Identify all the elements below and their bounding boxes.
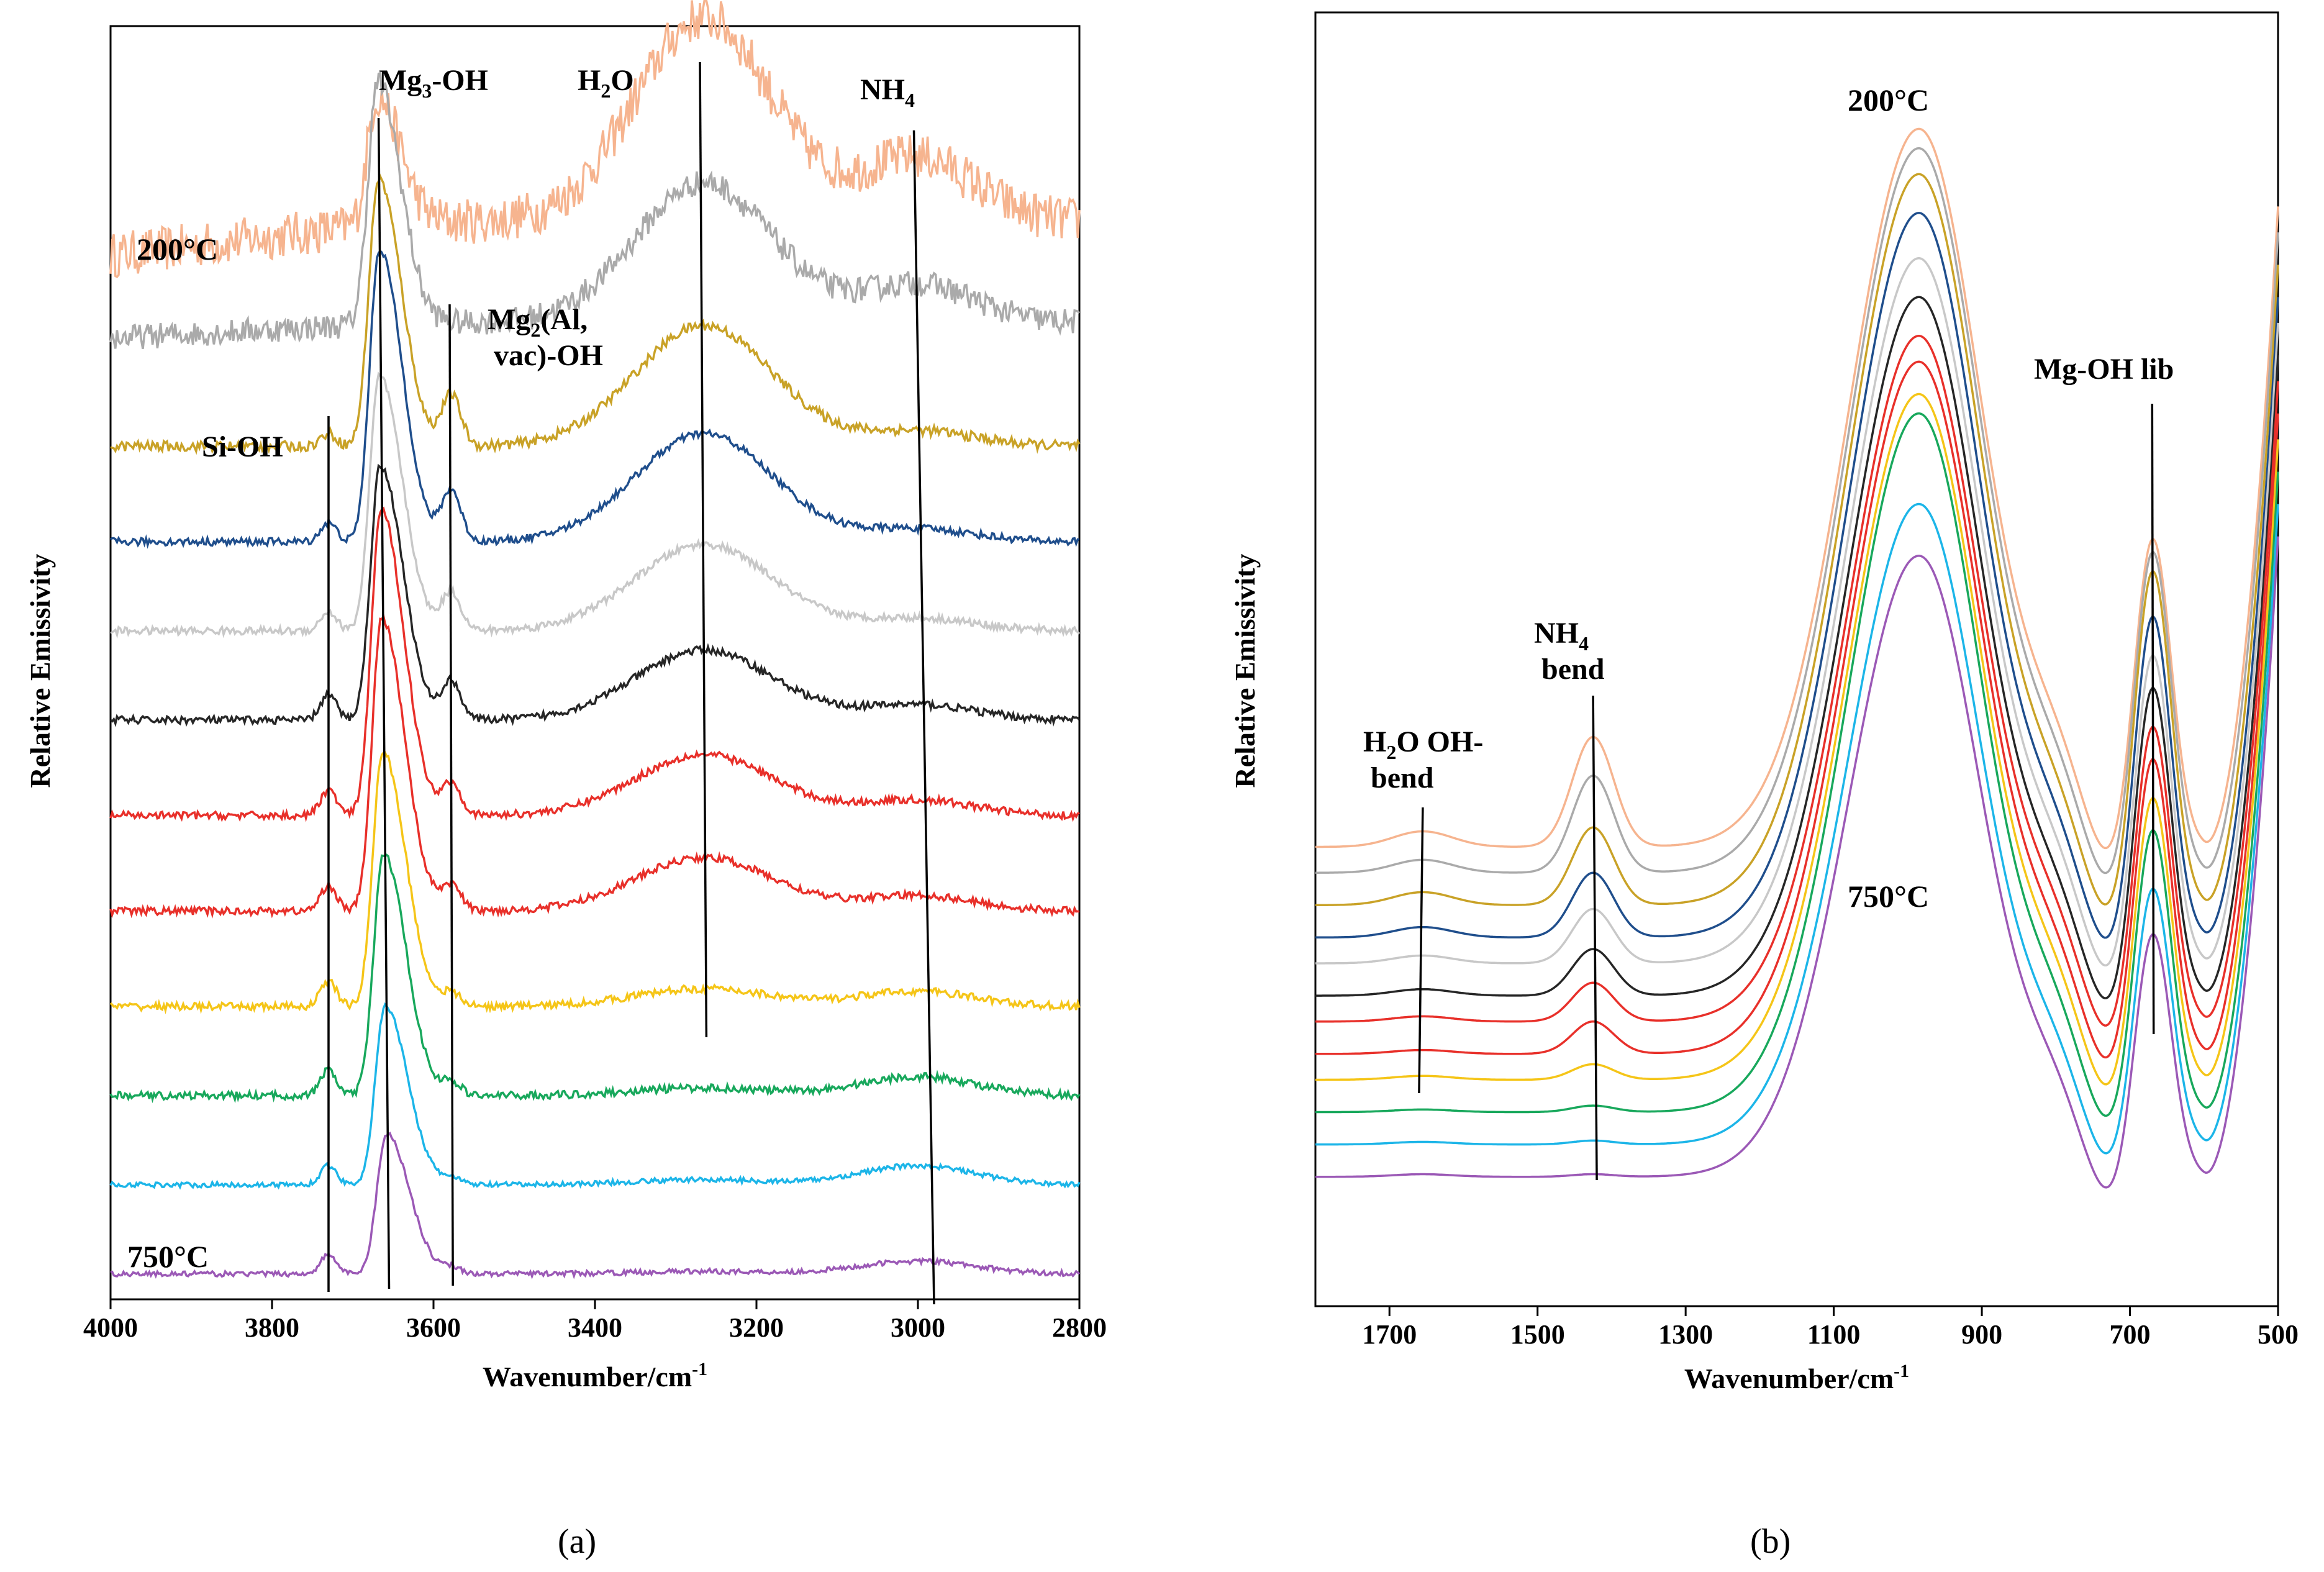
panel-b-x-ticks: 1700 1500 1300 1100 900 700 500 [1362,1306,2299,1350]
panel-b-label-200c: 200°C [1848,83,1929,117]
panel-b-series-line [1315,257,2279,967]
panel-b-series-line [1315,360,2279,1059]
panel-a-series-line [109,1002,1081,1190]
panel-a-plot-frame [109,25,1081,1301]
panel-a-annotation-label: Mg2(Al, [488,303,588,341]
panel-b-series-line [1315,173,2279,906]
panel-a-series-line [109,853,1081,1104]
panel-b-caption: (b) [1750,1522,1791,1561]
panel-a-annotation-label-line2: vac)-OH [494,339,603,372]
panel-a-y-axis-label: Relative Emissivity [24,554,56,788]
panel-b-annotation-label-line2: bend [1371,761,1434,794]
panel-a-series-line [109,249,1080,549]
panel-a-annotations: Mg3-OH H2O NH4 Si-OH Mg2(Al,vac)-OH [202,61,935,1305]
panel-a-x-tick-label: 3200 [729,1312,784,1343]
panel-b-series-line [1315,212,2279,939]
panel-b-x-tick-label: 1700 [1362,1319,1417,1350]
panel-b-series-line [1315,536,2279,1189]
panel-a-series-line [109,0,1081,279]
panel-b-x-tick-label: 700 [2110,1319,2151,1350]
panel-b-annotation-label: Mg-OH lib [2034,353,2174,386]
panel-a-x-tick-label: 2800 [1052,1312,1107,1343]
panel-b-annotation-line [2151,403,2155,1035]
panel-a-series-line [110,371,1081,639]
panel-a-series-line [109,506,1080,822]
panel-a-annotation-label: Mg3-OH [379,64,488,102]
panel-b-x-tick-label: 500 [2258,1319,2299,1350]
panel-a-label-200c: 200°C [137,232,218,266]
panel-b-annotation-line [1592,695,1598,1181]
panel-b-series-line [1315,147,2279,875]
panel-b-x-axis-label: Wavenumber/cm-1 [1684,1361,1909,1394]
panel-b-series-line [1315,335,2279,1027]
panel-b-x-tick-label: 1300 [1658,1319,1713,1350]
panel-a-x-tick-label: 3600 [406,1312,461,1343]
panel-a-annotation-line [699,61,708,1038]
panel-b-chart: 1700 1500 1300 1100 900 700 500 H2O OH-bendNH4… [1229,11,2299,1561]
panel-b-series [1315,127,2279,1189]
panel-a-series-line [109,463,1081,727]
panel-a-series-line [109,612,1080,919]
panel-a-series-line [109,71,1081,350]
panel-b-annotation-label: NH4 [1534,617,1589,655]
panel-b-series-line [1315,296,2279,999]
panel-a-x-tick-label: 4000 [83,1312,138,1343]
panel-a-annotation-label: Si-OH [202,430,283,463]
panel-a-series-line [110,1131,1081,1279]
panel-b-plot-frame [1314,11,2279,1307]
panel-a-annotation-line [448,304,454,1286]
panel-b-x-tick-label: 900 [1961,1319,2002,1350]
panel-a-x-ticks: 4000 3800 3600 3400 3200 3000 2800 [83,1299,1107,1343]
panel-a-annotation-line [377,117,391,1289]
panel-b-y-axis-label: Relative Emissivity [1229,554,1261,788]
panel-b-annotation-label-line2: bend [1541,653,1605,686]
panel-b-annotation-label: H2O OH- [1363,725,1483,763]
panel-a-x-axis-label: Wavenumber/cm-1 [483,1359,707,1393]
panel-a-series-line [109,751,1081,1015]
panel-a-x-tick-label: 3800 [245,1312,299,1343]
panel-a-x-tick-label: 3000 [891,1312,945,1343]
panel-a-x-tick-label: 3400 [568,1312,622,1343]
panel-a-caption: (a) [558,1522,596,1561]
panel-a-annotation-line [912,130,935,1305]
panel-a-chart: 4000 3800 3600 3400 3200 3000 2800 Mg3-OH H2O NH… [24,0,1107,1561]
panel-b-annotation-line [1418,807,1424,1094]
panel-b-x-tick-label: 1500 [1510,1319,1565,1350]
panel-a-annotation-label: H2O [578,64,634,102]
panel-b-x-tick-label: 1100 [1807,1319,1861,1350]
panel-b-series-line [1315,502,2279,1155]
panel-b-series-line [1315,127,2279,850]
panel-b-series-line [1315,393,2279,1086]
panel-a-annotation-label: NH4 [860,73,915,111]
panel-b-series-line [1315,412,2279,1117]
panel-a-series [109,0,1081,1279]
panel-a-label-750c: 750°C [127,1239,209,1274]
panel-a-series-line [110,173,1081,455]
panel-b-label-750c: 750°C [1848,879,1929,914]
